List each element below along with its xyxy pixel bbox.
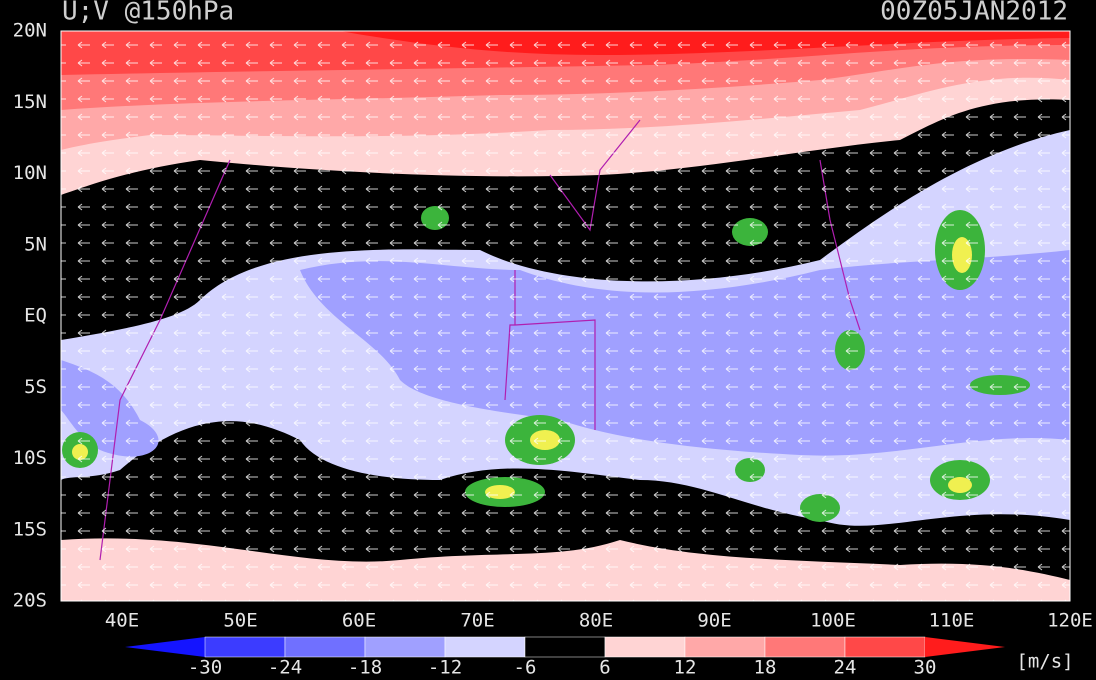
lat-label: 15S	[13, 518, 47, 540]
colorbar-box	[444, 636, 526, 658]
lat-label: 20S	[13, 590, 47, 612]
colorbar-box	[284, 636, 366, 658]
colorbar-box	[684, 636, 766, 658]
lon-label: 110E	[929, 610, 975, 632]
lat-label: 5S	[24, 376, 47, 398]
lon-label: 90E	[697, 610, 731, 632]
colorbar-box	[524, 636, 606, 658]
colorbar-label: 18	[754, 657, 777, 679]
colorbar-label: 12	[674, 657, 697, 679]
lat-label: 15N	[13, 91, 47, 113]
lat-label: 10S	[13, 447, 47, 469]
colorbar-label: -30	[188, 657, 222, 679]
colorbar-box	[364, 636, 446, 658]
lon-label: 120E	[1047, 610, 1093, 632]
lat-label: EQ	[24, 305, 47, 327]
colorbar-arrow-low	[125, 637, 205, 657]
lon-label: 70E	[460, 610, 494, 632]
colorbar: -30 -24 -18 -12 -6 6 12 18 24 30 [m/s]	[125, 636, 1074, 679]
colorbar-arrow-high	[925, 637, 1005, 657]
colorbar-box	[764, 636, 846, 658]
lon-label: 50E	[223, 610, 257, 632]
lat-label: 20N	[13, 20, 47, 42]
colorbar-box	[604, 636, 686, 658]
map-title: U;V @150hPa	[62, 0, 234, 27]
colorbar-label: -12	[428, 657, 462, 679]
map-field	[61, 31, 1070, 601]
colorbar-label: -24	[268, 657, 302, 679]
colorbar-label: 6	[599, 657, 610, 679]
colorbar-label: 30	[914, 657, 937, 679]
lat-label: 10N	[13, 162, 47, 184]
lon-label: 60E	[342, 610, 376, 632]
colorbar-label: -18	[348, 657, 382, 679]
plot-frame	[60, 30, 1071, 602]
lat-label: 5N	[24, 233, 47, 255]
lon-label: 40E	[105, 610, 139, 632]
map-date: 00Z05JAN2012	[880, 0, 1068, 27]
colorbar-label: -6	[514, 657, 537, 679]
colorbar-box	[204, 636, 286, 658]
lon-label: 100E	[810, 610, 856, 632]
colorbar-label: 24	[834, 657, 857, 679]
lon-label: 80E	[579, 610, 613, 632]
axes: 20N 15N 10N 5N EQ 5S 10S 15S 20S 40E 50E 60E 70E 80E 9…	[13, 20, 1093, 632]
colorbar-unit: [m/s]	[1016, 651, 1073, 673]
colorbar-box	[844, 636, 926, 658]
